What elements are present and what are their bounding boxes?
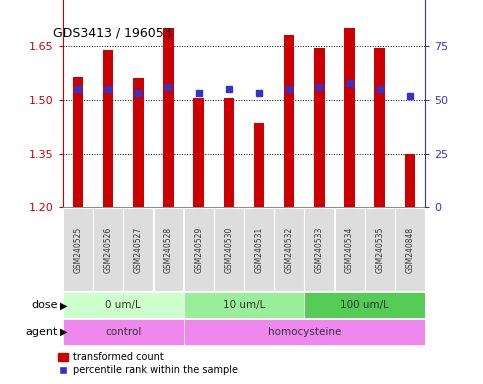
Text: 10 um/L: 10 um/L	[223, 300, 265, 310]
Bar	[224, 98, 234, 207]
Bar	[123, 208, 153, 291]
Text: GSM240530: GSM240530	[224, 227, 233, 273]
Bar	[405, 154, 415, 207]
Text: 100 um/L: 100 um/L	[340, 300, 389, 310]
Bar	[193, 98, 204, 207]
Text: GSM240534: GSM240534	[345, 227, 354, 273]
Text: 0 um/L: 0 um/L	[105, 300, 141, 310]
Text: homocysteine: homocysteine	[268, 327, 341, 337]
Text: GSM240848: GSM240848	[405, 227, 414, 273]
Text: agent: agent	[26, 327, 58, 337]
Bar	[304, 208, 334, 291]
Text: GSM240525: GSM240525	[73, 227, 83, 273]
Bar	[244, 208, 274, 291]
Text: GSM240532: GSM240532	[284, 227, 294, 273]
Bar	[304, 292, 425, 318]
Text: GSM240535: GSM240535	[375, 227, 384, 273]
Text: GSM240526: GSM240526	[103, 227, 113, 273]
Bar	[133, 78, 143, 207]
Bar	[163, 28, 174, 207]
Text: GSM240533: GSM240533	[315, 227, 324, 273]
Text: GSM240527: GSM240527	[134, 227, 143, 273]
Legend: transformed count, percentile rank within the sample: transformed count, percentile rank withi…	[58, 353, 238, 375]
Text: ▶: ▶	[60, 300, 68, 310]
Text: GSM240531: GSM240531	[255, 227, 264, 273]
Bar	[184, 292, 304, 318]
Text: GSM240528: GSM240528	[164, 227, 173, 273]
Bar	[335, 208, 365, 291]
Bar	[254, 123, 264, 207]
Bar	[395, 208, 425, 291]
Bar	[63, 292, 184, 318]
Bar	[274, 208, 304, 291]
Bar	[63, 208, 93, 291]
Bar	[284, 35, 295, 207]
Bar	[184, 319, 425, 345]
Text: ▶: ▶	[60, 327, 68, 337]
Bar	[63, 319, 184, 345]
Bar	[103, 50, 114, 207]
Bar	[344, 28, 355, 207]
Bar	[154, 208, 184, 291]
Bar	[314, 48, 325, 207]
Bar	[184, 208, 213, 291]
Bar	[93, 208, 123, 291]
Text: GDS3413 / 196053: GDS3413 / 196053	[53, 27, 172, 40]
Bar	[374, 48, 385, 207]
Text: control: control	[105, 327, 142, 337]
Bar	[365, 208, 395, 291]
Text: dose: dose	[31, 300, 58, 310]
Bar	[72, 76, 83, 207]
Text: GSM240529: GSM240529	[194, 227, 203, 273]
Bar	[214, 208, 244, 291]
